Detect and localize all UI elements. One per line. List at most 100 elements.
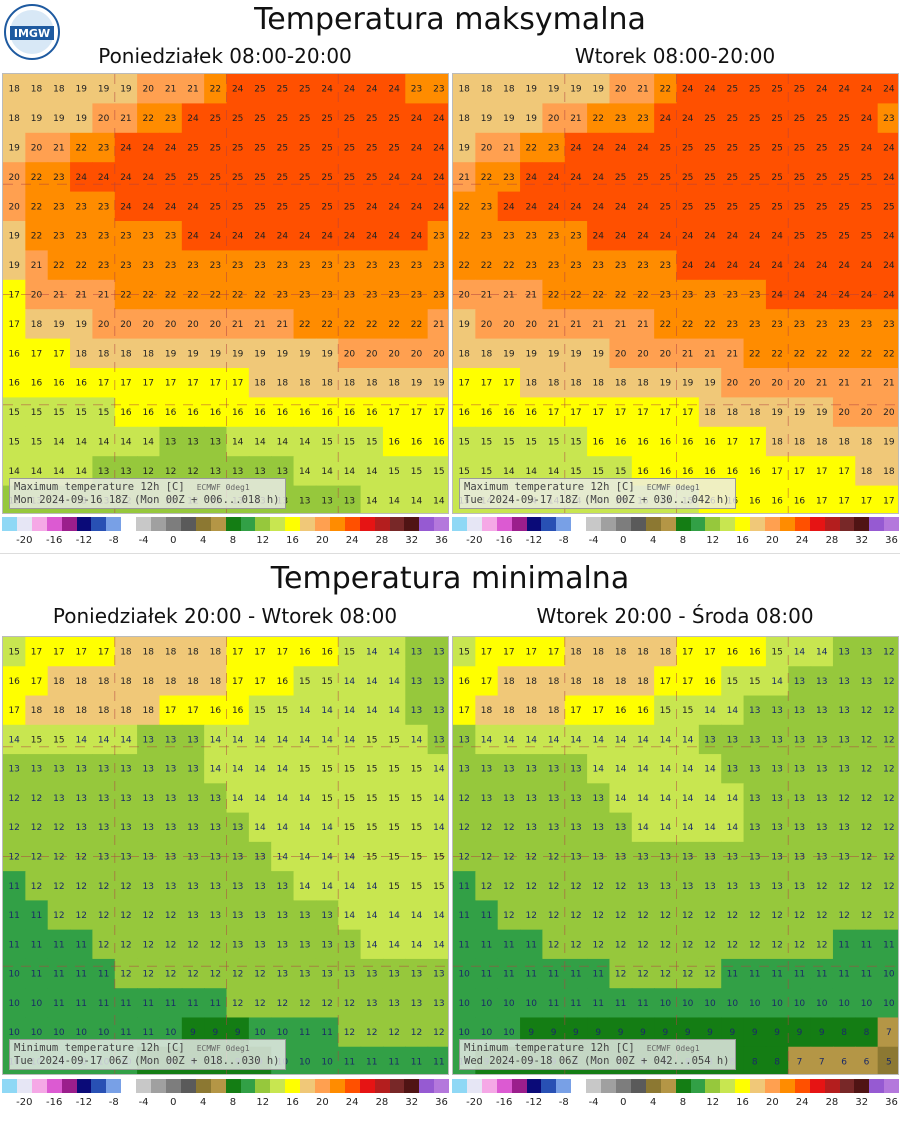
legend-swatch xyxy=(884,1079,900,1093)
temperature-cell xyxy=(293,279,317,310)
temperature-value: 24 xyxy=(727,261,739,271)
temperature-cell xyxy=(70,812,93,843)
legend-swatch xyxy=(329,1079,345,1093)
temperature-cell xyxy=(226,74,250,104)
temperature-value: 13 xyxy=(210,438,221,448)
temperature-value: 11 xyxy=(593,970,604,980)
temperature-cell xyxy=(360,1017,384,1048)
temperature-value: 23 xyxy=(660,291,671,301)
temperature-value: 22 xyxy=(794,349,805,359)
temperature-value: 18 xyxy=(344,379,356,389)
temperature-cell xyxy=(248,426,272,457)
temperature-value: 13 xyxy=(210,882,221,892)
temperature-cell xyxy=(92,221,116,251)
temperature-value: 17 xyxy=(660,677,671,687)
temperature-value: 11 xyxy=(8,882,19,892)
temperature-value: 14 xyxy=(660,823,672,833)
temperature-cell xyxy=(360,812,384,843)
temperature-cell xyxy=(92,783,116,814)
temperature-value: 25 xyxy=(187,144,198,154)
temperature-cell xyxy=(631,103,655,134)
temperature-value: 23 xyxy=(344,261,355,271)
temperature-value: 13 xyxy=(838,823,849,833)
temperature-cell xyxy=(47,929,71,960)
temperature-value: 22 xyxy=(321,320,332,330)
temperature-cell xyxy=(293,309,317,340)
temperature-cell xyxy=(743,132,767,163)
temperature-value: 13 xyxy=(458,735,469,745)
legend-swatch xyxy=(660,1079,676,1093)
temperature-cell xyxy=(204,841,228,872)
temperature-cell xyxy=(70,221,93,251)
temperature-value: 14 xyxy=(254,438,266,448)
temperature-value: 25 xyxy=(771,173,782,183)
temperature-value: 13 xyxy=(187,765,198,775)
temperature-cell xyxy=(382,666,406,697)
temperature-cell xyxy=(70,74,93,104)
temperature-cell xyxy=(248,754,272,784)
temperature-value: 25 xyxy=(299,202,310,212)
temperature-value: 18 xyxy=(187,648,199,658)
legend-swatch xyxy=(285,517,301,531)
legend-tick-label: -20 xyxy=(466,1097,483,1108)
temperature-value: 19 xyxy=(481,114,493,124)
temperature-value: 13 xyxy=(838,648,849,658)
temperature-value: 17 xyxy=(31,677,42,687)
temperature-cell xyxy=(382,900,406,931)
temperature-value: 21 xyxy=(593,320,604,330)
temperature-value: 23 xyxy=(433,85,444,95)
temperature-cell xyxy=(315,456,339,487)
temperature-value: 15 xyxy=(366,735,377,745)
temperature-cell xyxy=(721,988,745,1019)
temperature-value: 21 xyxy=(838,379,849,389)
temperature-cell xyxy=(315,309,339,340)
temperature-cell xyxy=(587,812,611,843)
temperature-value: 20 xyxy=(458,291,470,301)
temperature-cell xyxy=(204,132,228,163)
temperature-value: 12 xyxy=(98,940,109,950)
temperature-value: 20 xyxy=(210,320,222,330)
temperature-cell xyxy=(70,250,93,281)
temperature-value: 13 xyxy=(593,794,604,804)
temperature-cell xyxy=(114,988,138,1019)
temperature-cell xyxy=(25,900,49,931)
temperature-value: 13 xyxy=(794,765,805,775)
temperature-value: 14 xyxy=(366,882,378,892)
temperature-value: 13 xyxy=(548,823,559,833)
temperature-cell xyxy=(114,426,138,457)
temperature-cell xyxy=(788,724,812,755)
temperature-value: 11 xyxy=(548,970,559,980)
legend-tick-label: -8 xyxy=(558,1097,569,1108)
temperature-cell xyxy=(92,103,116,134)
legend-swatch xyxy=(180,1079,196,1093)
temperature-value: 13 xyxy=(120,823,131,833)
temperature-value: 24 xyxy=(593,232,605,242)
temperature-value: 14 xyxy=(299,735,311,745)
temperature-value: 19 xyxy=(8,232,20,242)
temperature-value: 13 xyxy=(254,911,265,921)
temperature-cell xyxy=(855,871,879,901)
legend-swatch xyxy=(839,517,855,531)
temperature-value: 13 xyxy=(433,706,444,716)
temperature-cell xyxy=(609,250,633,281)
temperature-value: 19 xyxy=(458,320,470,330)
temperature-cell xyxy=(293,637,317,667)
temperature-value: 25 xyxy=(727,114,738,124)
temperature-value: 10 xyxy=(660,999,672,1009)
temperature-value: 10 xyxy=(481,999,493,1009)
temperature-cell xyxy=(382,191,406,222)
temperature-value: 15 xyxy=(433,853,444,863)
temperature-cell xyxy=(248,812,272,843)
temperature-cell xyxy=(92,74,116,104)
temperature-cell xyxy=(564,132,588,163)
temperature-value: 13 xyxy=(458,765,469,775)
temperature-cell xyxy=(360,783,384,814)
temperature-value: 25 xyxy=(727,173,738,183)
temperature-cell xyxy=(564,221,588,251)
temperature-value: 10 xyxy=(838,999,850,1009)
temperature-cell xyxy=(631,783,655,814)
temperature-value: 9 xyxy=(618,1028,624,1038)
temperature-value: 14 xyxy=(277,735,289,745)
temperature-cell xyxy=(338,485,362,513)
temperature-value: 7 xyxy=(797,1057,803,1067)
